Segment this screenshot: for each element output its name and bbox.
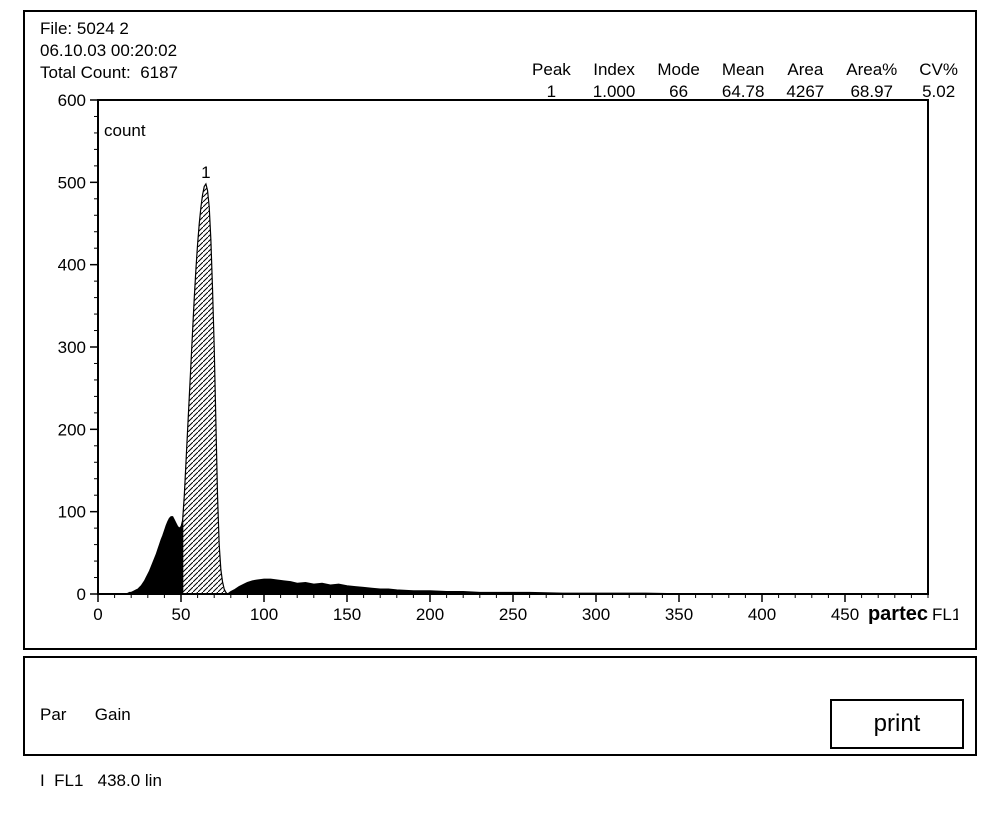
- svg-text:250: 250: [499, 605, 527, 624]
- app-window: File: 5024 2 06.10.03 00:20:02 Total Cou…: [0, 0, 1000, 771]
- print-button[interactable]: print: [830, 699, 964, 749]
- timestamp: 06.10.03 00:20:02: [40, 40, 178, 62]
- svg-text:300: 300: [58, 338, 86, 357]
- param-header: Par Gain: [40, 704, 162, 726]
- svg-text:450: 450: [831, 605, 859, 624]
- peak-table-header-cell: Area%: [836, 60, 907, 80]
- peak-table-header-cell: Peak: [522, 60, 581, 80]
- svg-text:FL1500: FL1500: [932, 605, 958, 624]
- param-line: I FL1 438.0 lin: [40, 770, 162, 792]
- total-count-line: Total Count: 6187: [40, 62, 178, 84]
- histogram-chart: 0 100 200 300 400 500 600 0 50 100 150 200 250 300 350…: [38, 92, 958, 632]
- svg-text:1: 1: [201, 163, 210, 182]
- svg-text:50: 50: [172, 605, 191, 624]
- svg-text:0: 0: [93, 605, 102, 624]
- total-count-label: Total Count:: [40, 63, 131, 82]
- svg-text:350: 350: [665, 605, 693, 624]
- svg-text:300: 300: [582, 605, 610, 624]
- peak-table-header-cell: CV%: [909, 60, 968, 80]
- svg-text:0: 0: [77, 585, 86, 604]
- svg-text:600: 600: [58, 92, 86, 110]
- svg-text:400: 400: [748, 605, 776, 624]
- svg-text:100: 100: [58, 503, 86, 522]
- file-label: File:: [40, 19, 72, 38]
- histogram-svg: 0 100 200 300 400 500 600 0 50 100 150 200 250 300 350…: [38, 92, 958, 632]
- param-info-block: Par Gain I FL1 438.0 lin: [40, 660, 162, 837]
- peak-table-header-cell: Index: [583, 60, 646, 80]
- svg-text:200: 200: [58, 420, 86, 439]
- svg-text:500: 500: [58, 173, 86, 192]
- print-button-label: print: [874, 710, 921, 738]
- svg-text:200: 200: [416, 605, 444, 624]
- file-info-block: File: 5024 2 06.10.03 00:20:02 Total Cou…: [40, 18, 178, 84]
- file-name: 5024 2: [77, 19, 129, 38]
- svg-text:partec: partec: [868, 603, 928, 625]
- peak-table-header-cell: Mode: [647, 60, 710, 80]
- svg-text:100: 100: [250, 605, 278, 624]
- peak-table-header-cell: Area: [776, 60, 834, 80]
- svg-text:150: 150: [333, 605, 361, 624]
- svg-text:count: count: [104, 121, 146, 140]
- peak-table-header-cell: Mean: [712, 60, 775, 80]
- total-count-value: 6187: [140, 63, 178, 82]
- svg-text:400: 400: [58, 256, 86, 275]
- file-line: File: 5024 2: [40, 18, 178, 40]
